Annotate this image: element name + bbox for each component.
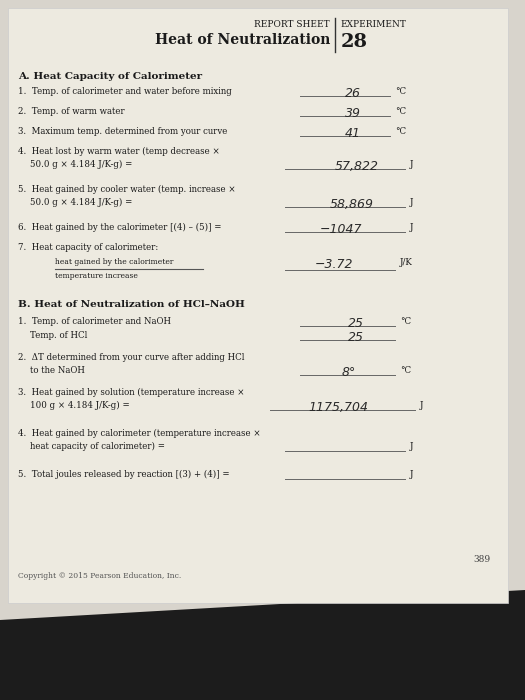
Text: °C: °C [395,127,406,136]
Text: 5.  Heat gained by cooler water (temp. increase ×: 5. Heat gained by cooler water (temp. in… [18,185,236,194]
Text: Temp. of HCl: Temp. of HCl [30,331,87,340]
Text: EXPERIMENT: EXPERIMENT [340,20,406,29]
Text: B. Heat of Neutralization of HCl–NaOH: B. Heat of Neutralization of HCl–NaOH [18,300,245,309]
Text: J/K: J/K [400,258,413,267]
Polygon shape [0,590,525,700]
Text: 4.  Heat lost by warm water (temp decrease ×: 4. Heat lost by warm water (temp decreas… [18,147,220,156]
Text: 39: 39 [345,107,361,120]
Text: Copyright © 2015 Pearson Education, Inc.: Copyright © 2015 Pearson Education, Inc. [18,572,181,580]
Text: °C: °C [400,317,411,326]
Text: 7.  Heat capacity of calorimeter:: 7. Heat capacity of calorimeter: [18,243,158,252]
Text: 2.  ΔT determined from your curve after adding HCl: 2. ΔT determined from your curve after a… [18,353,245,362]
Text: °C: °C [395,87,406,96]
Text: J: J [410,160,414,169]
Text: 58,869: 58,869 [330,198,374,211]
Text: 41: 41 [345,127,361,140]
Text: J: J [420,401,424,410]
Text: 389: 389 [473,555,490,564]
Text: −3.72: −3.72 [315,258,353,271]
Text: J: J [410,223,414,232]
Text: 50.0 g × 4.184 J/K-g) =: 50.0 g × 4.184 J/K-g) = [30,198,132,207]
Text: 3.  Heat gained by solution (temperature increase ×: 3. Heat gained by solution (temperature … [18,388,245,397]
Text: 5.  Total joules released by reaction [(3) + (4)] =: 5. Total joules released by reaction [(3… [18,470,229,479]
Text: °C: °C [400,366,411,375]
Text: −1047: −1047 [320,223,362,236]
Text: Heat of Neutralization: Heat of Neutralization [155,33,330,47]
Text: 25: 25 [348,317,364,330]
Text: 6.  Heat gained by the calorimeter [(4) – (5)] =: 6. Heat gained by the calorimeter [(4) –… [18,223,222,232]
Text: 3.  Maximum temp. determined from your curve: 3. Maximum temp. determined from your cu… [18,127,227,136]
Text: heat capacity of calorimeter) =: heat capacity of calorimeter) = [30,442,165,451]
Text: heat gained by the calorimeter: heat gained by the calorimeter [55,258,173,266]
Text: 57,822: 57,822 [335,160,379,173]
Text: 2.  Temp. of warm water: 2. Temp. of warm water [18,107,124,116]
Text: J: J [410,442,414,451]
Text: 50.0 g × 4.184 J/K-g) =: 50.0 g × 4.184 J/K-g) = [30,160,132,169]
Text: 1175,704: 1175,704 [308,401,368,414]
Text: 100 g × 4.184 J/K-g) =: 100 g × 4.184 J/K-g) = [30,401,130,410]
Text: 28: 28 [341,33,368,51]
Bar [8,8,508,603]
Text: 1.  Temp. of calorimeter and NaOH: 1. Temp. of calorimeter and NaOH [18,317,171,326]
Text: 25: 25 [348,331,364,344]
Text: 26: 26 [345,87,361,100]
Text: to the NaOH: to the NaOH [30,366,85,375]
Text: 8°: 8° [342,366,356,379]
Text: 4.  Heat gained by calorimeter (temperature increase ×: 4. Heat gained by calorimeter (temperatu… [18,429,260,438]
Text: °C: °C [395,107,406,116]
Text: 1.  Temp. of calorimeter and water before mixing: 1. Temp. of calorimeter and water before… [18,87,232,96]
Text: REPORT SHEET: REPORT SHEET [255,20,330,29]
Text: J: J [410,470,414,479]
Text: J: J [410,198,414,207]
Text: A. Heat Capacity of Calorimeter: A. Heat Capacity of Calorimeter [18,72,202,81]
Text: temperature increase: temperature increase [55,272,138,280]
